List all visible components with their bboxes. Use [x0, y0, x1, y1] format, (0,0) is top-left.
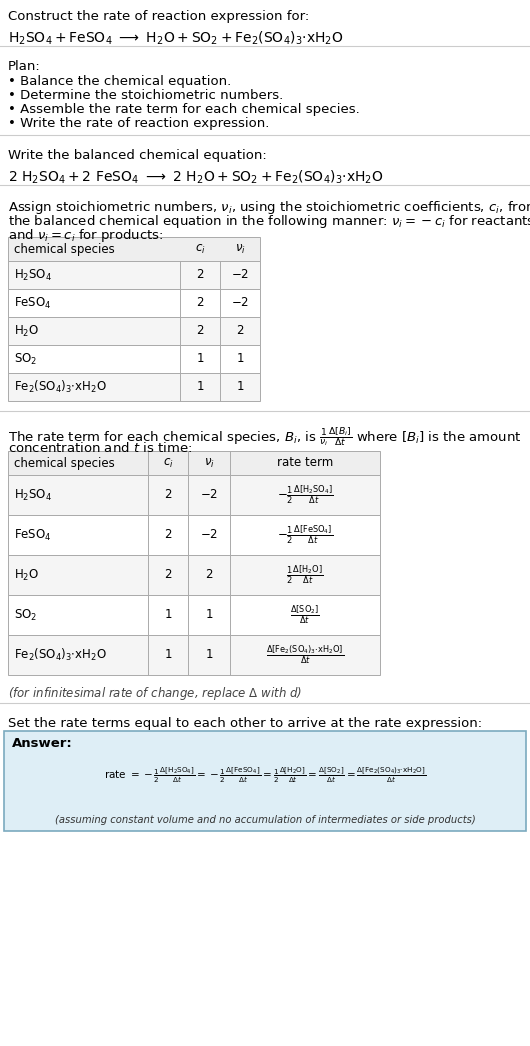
- Text: 2: 2: [236, 324, 244, 338]
- Bar: [8, 262, 260, 289]
- Text: 2: 2: [164, 528, 172, 542]
- Text: the balanced chemical equation in the following manner: $\nu_i = -c_i$ for react: the balanced chemical equation in the fo…: [8, 213, 530, 230]
- Text: 1: 1: [196, 353, 204, 365]
- Text: $\nu_i$: $\nu_i$: [204, 456, 215, 470]
- Text: $\nu_i$: $\nu_i$: [235, 243, 245, 255]
- Text: $\mathrm{Fe_2(SO_4)_3{\cdot}xH_2O}$: $\mathrm{Fe_2(SO_4)_3{\cdot}xH_2O}$: [14, 646, 107, 663]
- Text: 1: 1: [164, 649, 172, 661]
- Bar: [8, 289, 260, 317]
- Text: 1: 1: [164, 609, 172, 621]
- Text: $\mathrm{SO_2}$: $\mathrm{SO_2}$: [14, 351, 37, 366]
- Text: Answer:: Answer:: [12, 737, 73, 750]
- Text: rate $= -\frac{1}{2}\frac{\Delta[\mathrm{H_2SO_4}]}{\Delta t}$$ = -\frac{1}{2}\f: rate $= -\frac{1}{2}\frac{\Delta[\mathrm…: [104, 765, 426, 784]
- Text: 1: 1: [205, 649, 213, 661]
- Text: • Determine the stoichiometric numbers.: • Determine the stoichiometric numbers.: [8, 89, 283, 103]
- Text: Plan:: Plan:: [8, 60, 41, 73]
- Text: concentration and $t$ is time:: concentration and $t$ is time:: [8, 441, 192, 455]
- Text: 1: 1: [236, 353, 244, 365]
- Text: $\frac{\Delta[\mathrm{Fe_2(SO_4)_3{\cdot}xH_2O}]}{\Delta t}$: $\frac{\Delta[\mathrm{Fe_2(SO_4)_3{\cdot…: [266, 643, 344, 666]
- Text: chemical species: chemical species: [14, 243, 115, 255]
- Text: and $\nu_i = c_i$ for products:: and $\nu_i = c_i$ for products:: [8, 227, 164, 244]
- Text: Write the balanced chemical equation:: Write the balanced chemical equation:: [8, 149, 267, 162]
- Text: (for infinitesimal rate of change, replace $\Delta$ with $d$): (for infinitesimal rate of change, repla…: [8, 685, 302, 702]
- Text: $-2$: $-2$: [200, 528, 218, 542]
- Text: $\mathrm{FeSO_4}$: $\mathrm{FeSO_4}$: [14, 295, 51, 311]
- Bar: [8, 635, 380, 675]
- Bar: [4, 731, 526, 831]
- Text: Construct the rate of reaction expression for:: Construct the rate of reaction expressio…: [8, 10, 309, 23]
- Bar: [8, 595, 380, 635]
- Text: $-2$: $-2$: [231, 269, 249, 281]
- Text: $c_i$: $c_i$: [163, 456, 173, 470]
- Text: $\frac{\Delta[\mathrm{SO_2}]}{\Delta t}$: $\frac{\Delta[\mathrm{SO_2}]}{\Delta t}$: [290, 604, 320, 627]
- Text: $-\frac{1}{2}\frac{\Delta[\mathrm{H_2SO_4}]}{\Delta t}$: $-\frac{1}{2}\frac{\Delta[\mathrm{H_2SO_…: [277, 483, 333, 506]
- Text: 2: 2: [196, 296, 204, 310]
- Bar: [8, 555, 380, 595]
- Text: 1: 1: [196, 381, 204, 393]
- Text: $\mathrm{H_2O}$: $\mathrm{H_2O}$: [14, 323, 39, 339]
- Text: $-\frac{1}{2}\frac{\Delta[\mathrm{FeSO_4}]}{\Delta t}$: $-\frac{1}{2}\frac{\Delta[\mathrm{FeSO_4…: [277, 524, 333, 546]
- Bar: [8, 317, 260, 345]
- Bar: [8, 475, 380, 515]
- Text: $-2$: $-2$: [200, 488, 218, 501]
- Text: 1: 1: [205, 609, 213, 621]
- Text: $\mathrm{H_2SO_4}$: $\mathrm{H_2SO_4}$: [14, 268, 52, 282]
- Bar: [8, 345, 260, 373]
- Text: • Balance the chemical equation.: • Balance the chemical equation.: [8, 75, 231, 88]
- Text: 1: 1: [236, 381, 244, 393]
- Text: $\mathrm{Fe_2(SO_4)_3{\cdot}xH_2O}$: $\mathrm{Fe_2(SO_4)_3{\cdot}xH_2O}$: [14, 379, 107, 395]
- Text: $\mathrm{FeSO_4}$: $\mathrm{FeSO_4}$: [14, 527, 51, 543]
- Text: Assign stoichiometric numbers, $\nu_i$, using the stoichiometric coefficients, $: Assign stoichiometric numbers, $\nu_i$, …: [8, 199, 530, 217]
- Text: $\mathrm{SO_2}$: $\mathrm{SO_2}$: [14, 608, 37, 622]
- Text: • Assemble the rate term for each chemical species.: • Assemble the rate term for each chemic…: [8, 103, 360, 116]
- Text: $\mathrm{2\ H_2SO_4 + 2\ FeSO_4\ \longrightarrow\ 2\ H_2O + SO_2 + Fe_2(SO_4)_3{: $\mathrm{2\ H_2SO_4 + 2\ FeSO_4\ \longri…: [8, 169, 384, 186]
- Text: 2: 2: [164, 488, 172, 501]
- Bar: [8, 451, 380, 475]
- Text: 2: 2: [205, 568, 213, 582]
- Bar: [8, 373, 260, 401]
- Text: 2: 2: [196, 324, 204, 338]
- Text: rate term: rate term: [277, 456, 333, 470]
- Text: $\mathrm{H_2SO_4 + FeSO_4\ \longrightarrow\ H_2O + SO_2 + Fe_2(SO_4)_3{\cdot}xH_: $\mathrm{H_2SO_4 + FeSO_4\ \longrightarr…: [8, 30, 343, 47]
- Text: $\mathrm{H_2O}$: $\mathrm{H_2O}$: [14, 567, 39, 583]
- Text: chemical species: chemical species: [14, 456, 115, 470]
- Text: 2: 2: [196, 269, 204, 281]
- Text: The rate term for each chemical species, $B_i$, is $\frac{1}{\nu_i}\frac{\Delta[: The rate term for each chemical species,…: [8, 425, 522, 448]
- Text: (assuming constant volume and no accumulation of intermediates or side products): (assuming constant volume and no accumul…: [55, 815, 475, 825]
- Bar: [8, 237, 260, 262]
- Text: Set the rate terms equal to each other to arrive at the rate expression:: Set the rate terms equal to each other t…: [8, 717, 482, 730]
- Text: • Write the rate of reaction expression.: • Write the rate of reaction expression.: [8, 117, 269, 130]
- Text: 2: 2: [164, 568, 172, 582]
- Bar: [8, 515, 380, 555]
- Text: $\frac{1}{2}\frac{\Delta[\mathrm{H_2O}]}{\Delta t}$: $\frac{1}{2}\frac{\Delta[\mathrm{H_2O}]}…: [286, 564, 324, 586]
- Text: $-2$: $-2$: [231, 296, 249, 310]
- Text: $c_i$: $c_i$: [195, 243, 205, 255]
- Text: $\mathrm{H_2SO_4}$: $\mathrm{H_2SO_4}$: [14, 487, 52, 502]
